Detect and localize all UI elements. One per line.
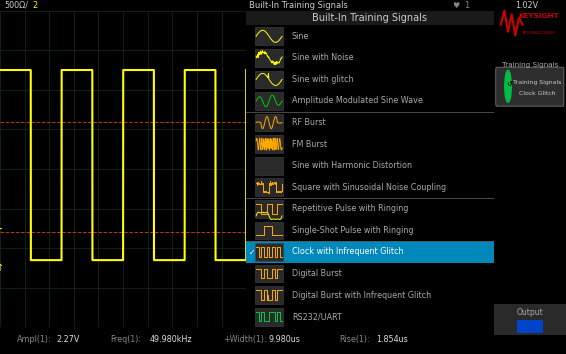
Text: Built-In Training Signals: Built-In Training Signals: [312, 13, 427, 23]
Text: Freq(1):: Freq(1):: [110, 335, 142, 344]
Text: 49.980kHz: 49.980kHz: [150, 335, 192, 344]
Text: ♥  1: ♥ 1: [453, 1, 470, 10]
Bar: [255, 265, 284, 282]
Bar: [255, 222, 284, 239]
Bar: [255, 178, 284, 196]
Text: RS232/UART: RS232/UART: [292, 312, 342, 321]
Bar: [246, 241, 494, 263]
Text: Sine with Noise: Sine with Noise: [292, 53, 354, 62]
Bar: [255, 200, 284, 218]
Text: Repetitive Pulse with Ringing: Repetitive Pulse with Ringing: [292, 204, 408, 213]
Text: Built-In Training Signals: Built-In Training Signals: [249, 1, 348, 10]
Bar: [255, 286, 284, 304]
Bar: [494, 304, 566, 335]
Text: Square with Sinusoidal Noise Coupling: Square with Sinusoidal Noise Coupling: [292, 183, 446, 192]
Text: Output: Output: [516, 308, 543, 317]
Text: T: T: [0, 228, 2, 237]
Bar: [255, 114, 284, 131]
Text: Single-Shot Pulse with Ringing: Single-Shot Pulse with Ringing: [292, 226, 414, 235]
Text: Clock Glitch: Clock Glitch: [518, 91, 555, 96]
Text: +Width(1):: +Width(1):: [224, 335, 267, 344]
Text: 2: 2: [33, 1, 38, 10]
Text: Sine with glitch: Sine with glitch: [292, 75, 354, 84]
Text: Training Signals: Training Signals: [513, 80, 561, 85]
Text: TECHNOLOGIES: TECHNOLOGIES: [521, 30, 555, 35]
Text: Training Signals: Training Signals: [501, 63, 558, 68]
Text: 2.27V: 2.27V: [57, 335, 80, 344]
Text: Sine with Harmonic Distortion: Sine with Harmonic Distortion: [292, 161, 412, 170]
Text: RF Burst: RF Burst: [292, 118, 325, 127]
Bar: [246, 11, 494, 25]
Text: Rise(1):: Rise(1):: [340, 335, 370, 344]
Text: Amplitude Modulated Sine Wave: Amplitude Modulated Sine Wave: [292, 97, 423, 105]
Text: 9.980us: 9.980us: [269, 335, 301, 344]
FancyBboxPatch shape: [496, 67, 564, 106]
Bar: [255, 157, 284, 175]
Text: FM Burst: FM Burst: [292, 139, 327, 149]
Bar: [494, 0, 566, 46]
Bar: [255, 49, 284, 67]
Bar: [255, 308, 284, 326]
Text: ↑: ↑: [0, 263, 5, 273]
Bar: [255, 243, 284, 261]
Text: ↺: ↺: [507, 81, 512, 87]
Circle shape: [505, 70, 511, 102]
Text: Ampl(1):: Ampl(1):: [17, 335, 52, 344]
Bar: [517, 320, 543, 333]
Text: Digital Burst: Digital Burst: [292, 269, 342, 278]
Bar: [255, 135, 284, 153]
Text: Clock with Infrequent Glitch: Clock with Infrequent Glitch: [292, 247, 404, 256]
Text: KEYSIGHT: KEYSIGHT: [518, 13, 559, 19]
Bar: [255, 28, 284, 45]
Text: Digital Burst with Infrequent Glitch: Digital Burst with Infrequent Glitch: [292, 291, 431, 299]
Text: 1.02V: 1.02V: [515, 1, 538, 10]
Bar: [255, 92, 284, 110]
Text: 1.854us: 1.854us: [376, 335, 408, 344]
Text: ✓: ✓: [248, 247, 255, 256]
Bar: [255, 70, 284, 88]
Text: 500Ω/: 500Ω/: [5, 1, 28, 10]
Text: Sine: Sine: [292, 32, 310, 41]
